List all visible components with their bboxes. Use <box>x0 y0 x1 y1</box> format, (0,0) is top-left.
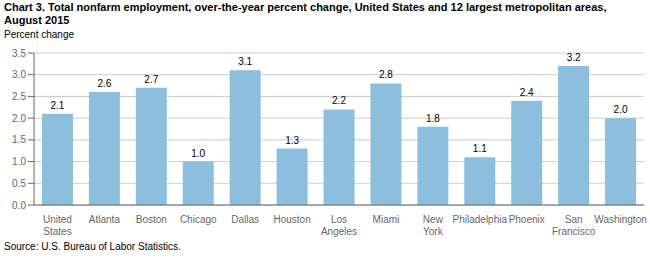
svg-text:2.4: 2.4 <box>520 87 534 98</box>
svg-text:3.1: 3.1 <box>238 56 252 67</box>
svg-text:SanFrancisco: SanFrancisco <box>552 214 596 237</box>
svg-text:2.8: 2.8 <box>379 69 393 80</box>
svg-text:UnitedStates: UnitedStates <box>43 214 72 237</box>
html-text:Chart 3. Total nonfarm employm: Chart 3. Total nonfarm employment, over-… <box>4 1 607 26</box>
svg-text:1.0: 1.0 <box>12 156 26 167</box>
html-text:Source: U.S. Bureau of Labor S: Source: U.S. Bureau of Labor Statistics. <box>4 241 181 252</box>
svg-text:0.5: 0.5 <box>12 178 26 189</box>
svg-text:3.0: 3.0 <box>12 69 26 80</box>
svg-text:Philadelphia: Philadelphia <box>453 214 508 225</box>
svg-text:2.1: 2.1 <box>51 100 65 111</box>
svg-text:NewYork: NewYork <box>423 214 444 237</box>
svg-text:Houston: Houston <box>273 214 310 225</box>
svg-text:1.3: 1.3 <box>285 135 299 146</box>
svg-text:Phoenix: Phoenix <box>509 214 545 225</box>
svg-text:3.2: 3.2 <box>567 52 581 63</box>
svg-text:Atlanta: Atlanta <box>89 214 121 225</box>
svg-text:2.0: 2.0 <box>12 113 26 124</box>
svg-text:2.5: 2.5 <box>12 91 26 102</box>
svg-text:LosAngeles: LosAngeles <box>321 214 357 237</box>
svg-text:Boston: Boston <box>136 214 167 225</box>
svg-text:1.0: 1.0 <box>191 148 205 159</box>
svg-text:Washington: Washington <box>594 214 642 225</box>
svg-text:2.7: 2.7 <box>144 74 158 85</box>
html-text:Percent change: Percent change <box>4 29 75 40</box>
svg-text:2.2: 2.2 <box>332 95 346 106</box>
svg-text:1.5: 1.5 <box>12 134 26 145</box>
svg-text:Chicago: Chicago <box>180 214 217 225</box>
svg-text:0.0: 0.0 <box>12 200 26 211</box>
svg-text:1.1: 1.1 <box>473 143 487 154</box>
svg-text:3.5: 3.5 <box>12 48 26 59</box>
svg-text:1.8: 1.8 <box>426 113 440 124</box>
svg-text:2.6: 2.6 <box>97 78 111 89</box>
svg-text:Dallas: Dallas <box>231 214 259 225</box>
svg-text:2.0: 2.0 <box>614 104 628 115</box>
svg-text:Miami: Miami <box>373 214 400 225</box>
